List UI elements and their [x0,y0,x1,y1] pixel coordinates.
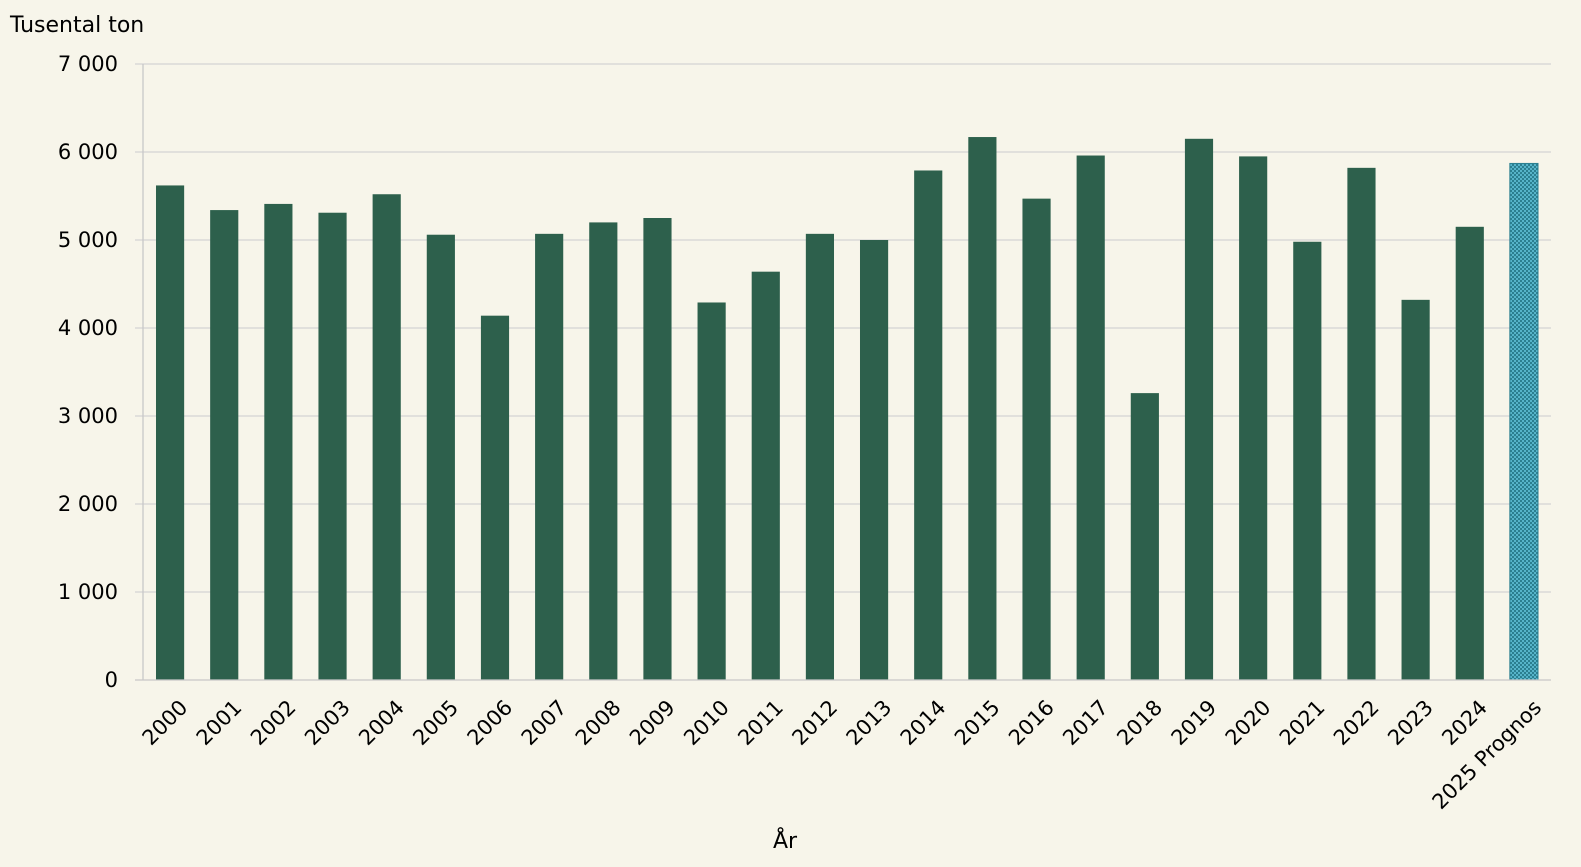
x-tick-label: 2010 [679,695,734,750]
x-tick-label: 2020 [1221,695,1276,750]
bar [643,218,672,680]
bar [1347,167,1376,681]
bar [751,271,780,680]
bar [210,210,239,680]
y-tick-label: 5 000 [58,228,118,252]
x-tick-label: 2001 [192,695,247,750]
y-tick-label: 1 000 [58,580,118,604]
bar [1022,198,1051,680]
x-tick-label: 2019 [1167,695,1222,750]
y-axis-title: Tusental ton [9,13,144,38]
y-tick-label: 3 000 [58,404,118,428]
x-tick-label: 2017 [1058,695,1113,750]
x-tick-label: 2008 [571,695,626,750]
x-tick-label: 2003 [300,695,355,750]
bar-forecast [1509,162,1539,681]
y-tick-labels: 0 1 000 2 000 3 000 4 000 5 000 6 000 7 000 [58,52,118,692]
bar [1239,156,1268,680]
bar [1401,299,1430,680]
bar [318,212,347,680]
bar [426,234,455,680]
y-tick-label: 6 000 [58,140,118,164]
bar [805,233,835,680]
x-tick-label: 2009 [625,695,680,750]
bar [372,194,401,681]
bar [589,222,618,680]
x-tick-label: 2013 [842,695,897,750]
x-tick-label: 2018 [1112,695,1167,750]
bar [1184,138,1214,681]
y-tick-label: 0 [105,668,118,692]
x-tick-label: 2015 [950,695,1005,750]
x-tick-label: 2012 [787,695,842,750]
x-tick-label: 2004 [354,695,409,750]
x-tick-labels: 2000 2001 2002 2003 2004 2005 2006 2007 2008 2009… [138,695,1547,814]
gridlines [135,63,1551,593]
bar [859,240,889,680]
bar [1076,155,1105,680]
x-tick-label: 2007 [517,695,572,750]
bar [480,315,510,680]
bar [264,203,293,681]
bar [1455,226,1484,681]
bar [1293,241,1322,680]
y-tick-label: 7 000 [58,52,118,76]
x-tick-label: 2014 [896,695,951,750]
bar [1130,393,1159,680]
x-tick-label: 2016 [1004,695,1059,750]
bar [697,302,726,680]
x-tick-label: 2005 [408,695,463,750]
x-axis-title: År [773,827,798,854]
x-tick-label: 2022 [1329,695,1384,750]
x-tick-label: 2021 [1275,695,1330,750]
x-tick-label: 2006 [463,695,518,750]
bar [535,233,564,680]
x-tick-label: 2000 [138,695,193,750]
bar [968,137,997,681]
y-tick-label: 2 000 [58,492,118,516]
x-tick-label: 2002 [246,695,301,750]
bar [155,185,185,680]
bar [914,170,943,681]
bars [155,137,1539,681]
x-tick-label: 2011 [733,695,788,750]
x-tick-label: 2023 [1383,695,1438,750]
axes [135,64,1551,681]
y-tick-label: 4 000 [58,316,118,340]
